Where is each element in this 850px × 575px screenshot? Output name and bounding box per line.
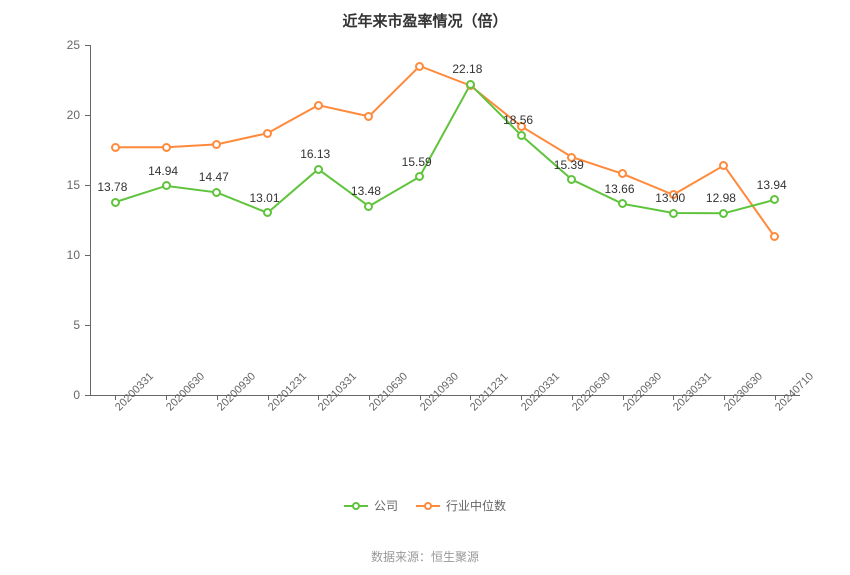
- x-tick: [623, 395, 624, 400]
- y-tick: [85, 115, 90, 116]
- legend-label: 行业中位数: [446, 497, 506, 514]
- x-tick: [369, 395, 370, 400]
- legend-swatch: [344, 500, 368, 512]
- y-tick-label: 5: [73, 318, 80, 332]
- plot-area: 13.78 14.94 14.47 13.01 16.13 13.48 15.59 22.18…: [90, 45, 800, 395]
- y-tick: [85, 45, 90, 46]
- x-tick: [420, 395, 421, 400]
- y-tick-label: 15: [67, 178, 80, 192]
- data-marker: [111, 143, 120, 152]
- x-tick: [572, 395, 573, 400]
- y-tick: [85, 255, 90, 256]
- x-tick: [775, 395, 776, 400]
- pe-ratio-chart: 近年来市盈率情况（倍） 13.7814.9414.4713.0116.1313.…: [0, 0, 850, 575]
- x-tick: [673, 395, 674, 400]
- data-value-label: 13.66: [605, 182, 635, 196]
- y-tick-label: 0: [73, 388, 80, 402]
- legend-swatch: [416, 500, 440, 512]
- y-axis-line: [90, 45, 91, 395]
- data-value-label: 16.13: [300, 147, 330, 161]
- x-tick: [521, 395, 522, 400]
- data-value-label: 22.18: [452, 62, 482, 76]
- y-tick: [85, 185, 90, 186]
- x-tick: [268, 395, 269, 400]
- x-tick: [217, 395, 218, 400]
- data-marker: [162, 143, 171, 152]
- legend-item: 行业中位数: [416, 497, 506, 514]
- y-tick: [85, 395, 90, 396]
- x-tick: [724, 395, 725, 400]
- line-layer: [90, 45, 800, 395]
- legend-item: 公司: [344, 497, 398, 514]
- data-marker: [111, 198, 120, 207]
- data-marker: [466, 80, 475, 89]
- data-value-label: 13.78: [97, 180, 127, 194]
- data-marker: [669, 209, 678, 218]
- data-value-label: 15.59: [402, 155, 432, 169]
- data-marker: [415, 62, 424, 71]
- data-value-label: 12.98: [706, 191, 736, 205]
- legend-label: 公司: [374, 497, 398, 514]
- x-tick: [115, 395, 116, 400]
- chart-title: 近年来市盈率情况（倍）: [0, 10, 850, 31]
- data-value-label: 18.56: [503, 113, 533, 127]
- x-tick: [470, 395, 471, 400]
- x-tick: [318, 395, 319, 400]
- y-tick-label: 20: [67, 108, 80, 122]
- data-marker: [314, 165, 323, 174]
- data-marker: [162, 181, 171, 190]
- data-value-label: 14.47: [199, 170, 229, 184]
- data-value-label: 13.94: [757, 178, 787, 192]
- y-tick-label: 10: [67, 248, 80, 262]
- data-value-label: 13.48: [351, 184, 381, 198]
- data-marker: [517, 131, 526, 140]
- y-tick: [85, 325, 90, 326]
- legend: 公司 行业中位数: [0, 497, 850, 514]
- data-source: 数据来源：恒生聚源: [0, 548, 850, 565]
- data-value-label: 13.00: [655, 191, 685, 205]
- data-value-label: 14.94: [148, 164, 178, 178]
- y-tick-label: 25: [67, 38, 80, 52]
- data-value-label: 15.39: [554, 158, 584, 172]
- data-marker: [314, 101, 323, 110]
- data-marker: [263, 129, 272, 138]
- data-value-label: 13.01: [250, 191, 280, 205]
- x-tick: [166, 395, 167, 400]
